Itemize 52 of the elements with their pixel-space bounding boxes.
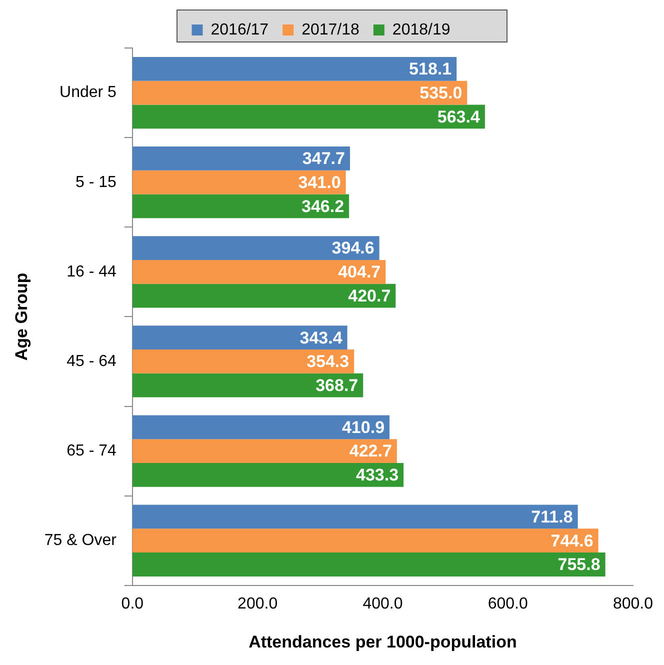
legend-label: 2018/19 xyxy=(392,21,450,38)
bar xyxy=(132,326,348,350)
data-label: 368.7 xyxy=(316,376,358,396)
x-axis-title: Attendances per 1000-population xyxy=(248,632,517,652)
y-tick-label: 65 - 74 xyxy=(66,442,117,460)
bar xyxy=(132,194,350,218)
bar xyxy=(132,415,390,440)
y-tick-label: Under 5 xyxy=(60,84,117,102)
legend-label: 2016/17 xyxy=(210,21,269,38)
x-tick-label: 600.0 xyxy=(488,595,528,612)
x-tick-label: 400.0 xyxy=(362,595,403,612)
data-label: 404.7 xyxy=(338,262,381,282)
bar xyxy=(132,146,350,170)
data-label: 563.4 xyxy=(437,107,480,126)
bar xyxy=(132,170,346,194)
x-tick-label: 800.0 xyxy=(612,595,654,612)
data-label: 422.7 xyxy=(349,442,392,461)
data-label: 410.9 xyxy=(342,418,385,437)
data-label: 535.0 xyxy=(420,83,462,102)
y-tick-label: 16 - 44 xyxy=(66,263,117,280)
bar xyxy=(132,56,457,81)
bar xyxy=(132,284,396,308)
data-label: 354.3 xyxy=(306,352,350,372)
bar xyxy=(132,104,485,129)
legend-label: 2017/18 xyxy=(302,21,360,38)
bar xyxy=(132,504,578,529)
data-label: 394.6 xyxy=(332,238,374,258)
bar xyxy=(132,373,364,398)
x-tick-label: 200.0 xyxy=(238,595,278,612)
data-label: 518.1 xyxy=(409,60,452,79)
bar xyxy=(132,439,397,463)
y-tick-label: 5 - 15 xyxy=(76,174,117,191)
y-axis-title: Age Group xyxy=(12,272,31,361)
y-tick-label: 75 & Over xyxy=(44,532,118,550)
data-label: 347.7 xyxy=(302,149,345,168)
data-label: 744.6 xyxy=(550,531,594,550)
data-label: 711.8 xyxy=(531,507,573,526)
data-label: 755.8 xyxy=(558,555,600,574)
y-tick-label: 45 - 64 xyxy=(66,352,117,370)
data-label: 433.3 xyxy=(356,466,399,485)
bar xyxy=(132,462,404,487)
bar xyxy=(132,236,380,260)
data-label: 420.7 xyxy=(348,286,391,306)
bar xyxy=(132,260,386,284)
bar xyxy=(132,552,606,576)
bar xyxy=(132,80,468,105)
data-label: 343.4 xyxy=(300,328,343,348)
bar xyxy=(132,528,598,553)
x-tick-label: 0.0 xyxy=(121,595,144,612)
data-label: 341.0 xyxy=(298,173,341,192)
data-label: 346.2 xyxy=(301,196,344,216)
bar xyxy=(132,350,354,374)
